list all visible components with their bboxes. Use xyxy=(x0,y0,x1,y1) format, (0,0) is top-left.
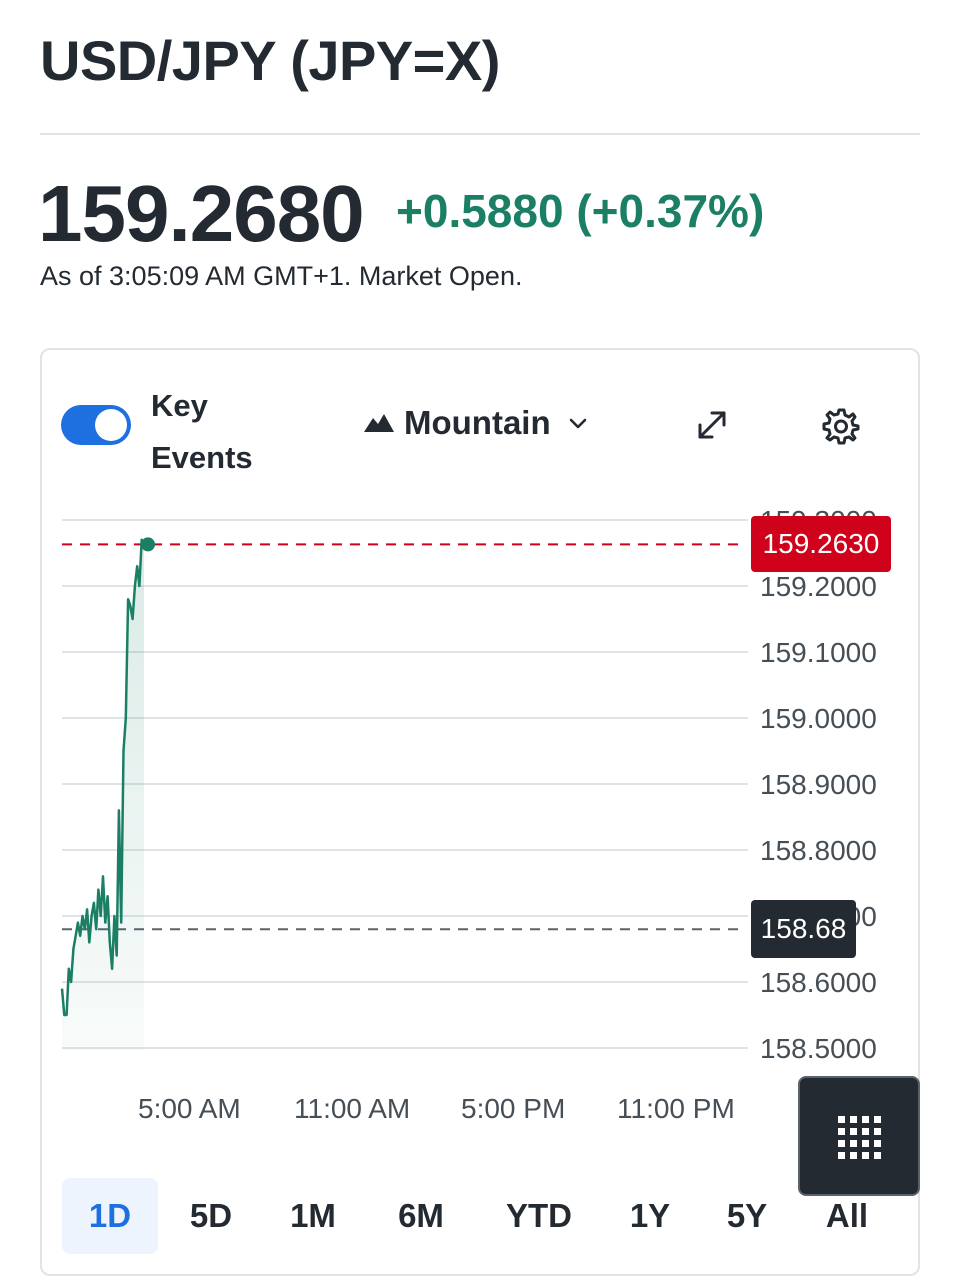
chart-card xyxy=(40,348,920,1276)
toggle-knob xyxy=(95,409,127,441)
expand-icon[interactable] xyxy=(695,408,729,442)
mountain-icon xyxy=(364,414,394,432)
previous-close-badge: 158.68 xyxy=(751,900,856,959)
current-price-badge: 159.2630 xyxy=(751,516,891,573)
range-all[interactable]: All xyxy=(825,1197,869,1234)
range-5d[interactable]: 5D xyxy=(189,1197,233,1234)
range-1y[interactable]: 1Y xyxy=(629,1197,671,1234)
market-timestamp: As of 3:05:09 AM GMT+1. Market Open. xyxy=(40,261,523,291)
cropped-header-fragment xyxy=(150,0,210,4)
menu-grid-button[interactable] xyxy=(798,1076,920,1196)
gear-icon[interactable] xyxy=(822,407,860,445)
key-events-toggle[interactable] xyxy=(61,405,131,445)
range-5y[interactable]: 5Y xyxy=(726,1197,768,1234)
range-1m[interactable]: 1M xyxy=(290,1197,336,1234)
chart-type-dropdown[interactable]: Mountain xyxy=(364,404,589,442)
range-ytd[interactable]: YTD xyxy=(506,1197,572,1234)
range-1d[interactable]: 1D xyxy=(62,1178,158,1254)
key-events-label: Key Events xyxy=(151,388,253,475)
current-price: 159.2680 xyxy=(38,169,365,258)
ticker-title: USD/JPY (JPY=X) xyxy=(40,29,500,92)
grid-icon xyxy=(838,1116,881,1159)
chevron-down-icon xyxy=(569,418,586,429)
time-range-selector: 1D 5D 1M 6M YTD 1Y 5Y All xyxy=(62,1178,902,1254)
price-change: +0.5880 (+0.37%) xyxy=(396,185,765,237)
header-divider xyxy=(40,133,920,135)
chart-type-label: Mountain xyxy=(404,404,551,441)
range-6m[interactable]: 6M xyxy=(398,1197,444,1234)
